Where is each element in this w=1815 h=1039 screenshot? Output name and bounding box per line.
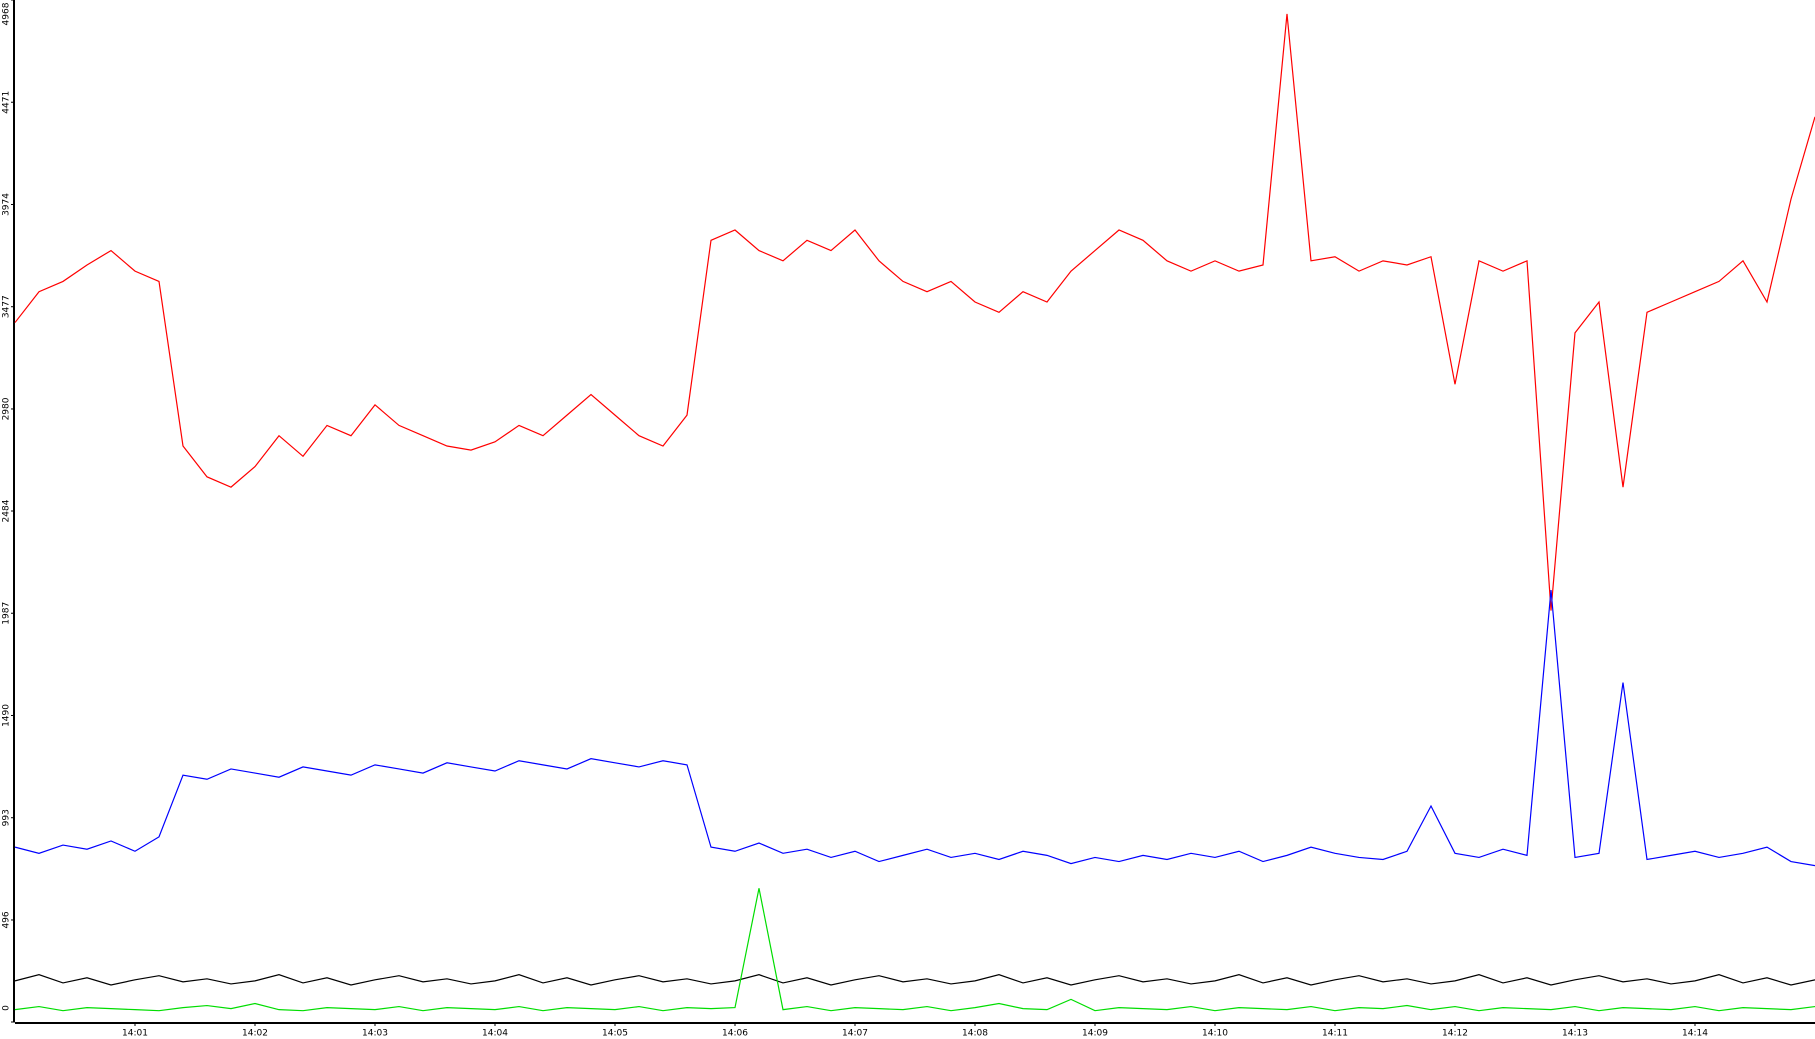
series-line (14, 13, 1815, 611)
y-tick-label: 993 (2, 809, 12, 826)
y-tick-label: 0 (2, 1005, 12, 1011)
y-tick-label: 2484 (2, 499, 12, 522)
series-line (14, 888, 1815, 1012)
x-tick-label: 14:02 (242, 1029, 268, 1039)
y-tick-label: 2980 (2, 397, 12, 420)
y-tick-label: 1987 (2, 602, 12, 625)
y-tick-label: 3974 (2, 193, 12, 216)
x-tick-label: 14:03 (362, 1029, 388, 1039)
x-tick-label: 14:13 (1562, 1029, 1588, 1039)
y-tick-label: 4968 (2, 2, 12, 25)
x-tick-label: 14:10 (1202, 1029, 1228, 1039)
x-tick-label: 14:07 (842, 1029, 868, 1039)
y-tick-label: 496 (2, 911, 12, 928)
series-line (14, 974, 1815, 986)
x-tick-label: 14:05 (602, 1029, 628, 1039)
x-tick-label: 14:06 (722, 1029, 748, 1039)
x-tick-label: 14:14 (1682, 1029, 1708, 1039)
x-tick-label: 14:08 (962, 1029, 988, 1039)
y-tick-label: 4471 (2, 91, 12, 114)
x-tick-label: 14:04 (482, 1029, 508, 1039)
x-tick-label: 14:11 (1322, 1029, 1348, 1039)
series-line (14, 589, 1815, 867)
x-tick-label: 14:12 (1442, 1029, 1468, 1039)
y-tick-label: 3477 (2, 295, 12, 318)
x-tick-label: 14:09 (1082, 1029, 1108, 1039)
y-tick-label: 1490 (2, 704, 12, 727)
x-tick-label: 14:01 (122, 1029, 148, 1039)
